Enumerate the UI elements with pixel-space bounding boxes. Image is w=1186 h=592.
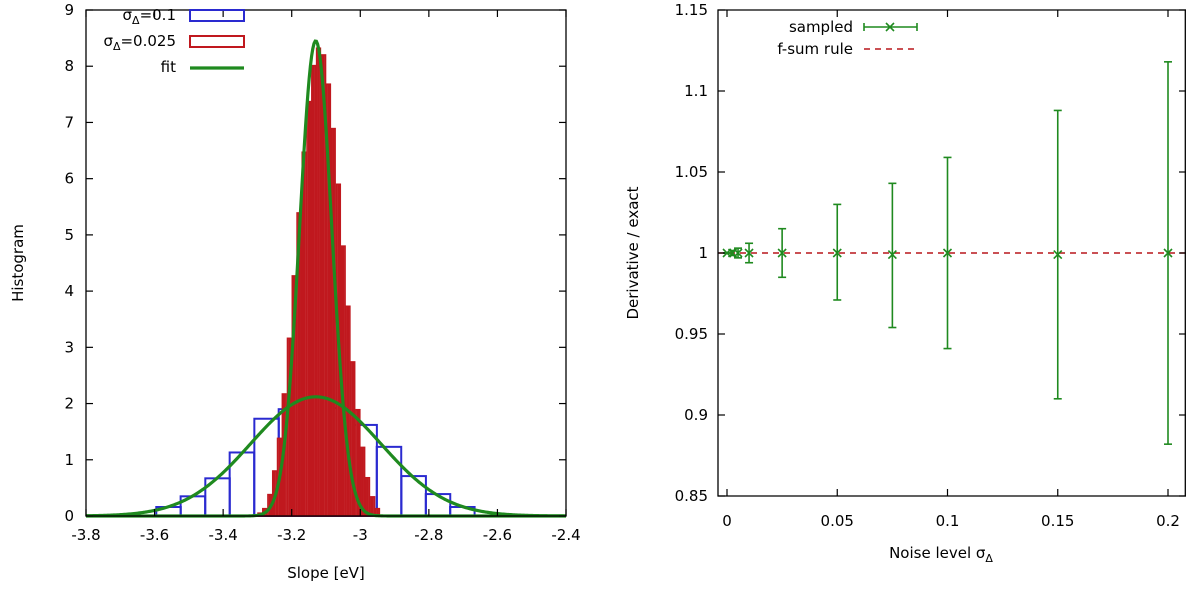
x-tick-label: -2.8 [414, 526, 443, 544]
hist-bar-narrow-fill-14 [327, 84, 330, 517]
hist-bar-narrow-fill-22 [366, 477, 369, 516]
legend-label-narrow-main: σ [103, 32, 113, 50]
legend-label-sampled: sampled [789, 18, 853, 36]
y-tick-label: 1 [64, 451, 74, 469]
hist-bar-narrow-fill-12 [317, 48, 320, 516]
y-tick-label: 5 [64, 226, 74, 244]
data-point-2 [733, 248, 743, 258]
data-point-4 [777, 248, 787, 258]
hist-bar-narrow-fill-11 [312, 65, 315, 516]
legend-swatch-wide [189, 9, 245, 22]
x-tick-label: 0.05 [821, 512, 854, 530]
hist-bar-narrow-fill-23 [371, 496, 374, 516]
legend-label-wide-tail: =0.1 [140, 6, 176, 24]
x-tick-label: -3.2 [277, 526, 306, 544]
y-tick-label: 1.1 [684, 82, 708, 100]
y-tick-label: 1 [698, 244, 708, 262]
legend-label-narrow: σΔ=0.025 [103, 32, 176, 53]
plot-frame [85, 9, 567, 517]
y-tick-label: 7 [64, 113, 74, 131]
legend-label-narrow-tail: =0.025 [120, 32, 176, 50]
legend-label-wide-main: σ [123, 6, 133, 24]
derivative-chart: 0 0.05 0.1 0.15 0.2 0.85 0.9 0.95 1 1.05 1.1 1.15 No… [624, 1, 1186, 565]
hist-bar-narrow-fill-19 [351, 361, 355, 516]
legend-label-fsum: f-sum rule [777, 40, 853, 58]
data-point-6 [887, 250, 897, 260]
y-tick-label: 0.9 [684, 406, 708, 424]
histogram-chart: -3.8 -3.6 -3.4 -3.2 -3 -2.8 -2.6 -2.4 0 1 2 3 4 5 6 7 8 9… [9, 1, 581, 582]
x-tick-label: 0.1 [936, 512, 960, 530]
data-point-8 [1053, 250, 1063, 260]
data-point-5 [832, 248, 842, 258]
y-tick-label: 8 [64, 57, 74, 75]
hist-bar-narrow-fill-21 [361, 447, 364, 516]
x-tick-label: 0.2 [1156, 512, 1180, 530]
y-tick-label: 0 [64, 507, 74, 525]
y-tick-label: 0.95 [675, 325, 708, 343]
y-tick-label: 0.85 [675, 487, 708, 505]
hist-bar-narrow-fill-15 [332, 128, 335, 516]
y-tick-label: 1.15 [675, 1, 708, 19]
hist-bar-narrow-fill-24 [376, 508, 379, 516]
x-tick-label: -3.6 [140, 526, 169, 544]
y-axis-label: Derivative / exact [624, 186, 642, 319]
legend-swatch-narrow [189, 35, 245, 48]
legend-label-fit: fit [161, 58, 176, 76]
y-tick-label: 1.05 [675, 163, 708, 181]
data-point-7 [942, 248, 953, 258]
x-tick-label: -3 [353, 526, 368, 544]
hist-bar-narrow-fill-17 [341, 246, 345, 516]
x-tick-label: -2.6 [483, 526, 512, 544]
legend-label-wide-sub: Δ [132, 14, 140, 27]
hist-bar-wide-9 [375, 445, 403, 518]
hist-bar-wide-10 [400, 475, 427, 517]
hist-bar-narrow-fill-9 [302, 152, 306, 516]
x-tick-label: 0 [722, 512, 732, 530]
hist-bar-narrow-fill-7 [292, 275, 296, 516]
legend-swatch-sampled-marker [885, 22, 895, 32]
x-axis-label: Slope [eV] [287, 564, 365, 582]
y-tick-label: 9 [64, 1, 74, 19]
y-tick-label: 4 [64, 282, 74, 300]
x-tick-label: 0.15 [1041, 512, 1074, 530]
x-tick-label: -3.8 [71, 526, 100, 544]
x-tick-label: -3.4 [209, 526, 238, 544]
legend: sampled f-sum rule [777, 18, 918, 58]
y-tick-label: 6 [64, 170, 74, 188]
legend-label-wide: σΔ=0.1 [123, 6, 176, 27]
x-tick-label: -2.4 [551, 526, 580, 544]
fit-curve-0 [85, 395, 567, 518]
x-axis-label-main: Noise level σ [889, 544, 986, 562]
x-axis-label: Noise level σΔ [889, 544, 993, 565]
hist-bar-narrow-fill-20 [356, 409, 360, 516]
hist-bar-narrow-fill-10 [307, 101, 311, 517]
data-point-9 [1163, 248, 1173, 258]
y-tick-label: 3 [64, 338, 74, 356]
legend-label-narrow-sub: Δ [113, 40, 121, 53]
hist-bar-narrow-fill-13 [322, 54, 325, 516]
data-point-3 [744, 248, 754, 258]
x-axis-label-sub: Δ [985, 552, 993, 565]
y-tick-label: 2 [64, 395, 74, 413]
hist-bar-narrow-fill-6 [288, 338, 291, 516]
y-axis-label: Histogram [9, 224, 27, 302]
hist-bar-narrow-fill-8 [297, 212, 301, 516]
